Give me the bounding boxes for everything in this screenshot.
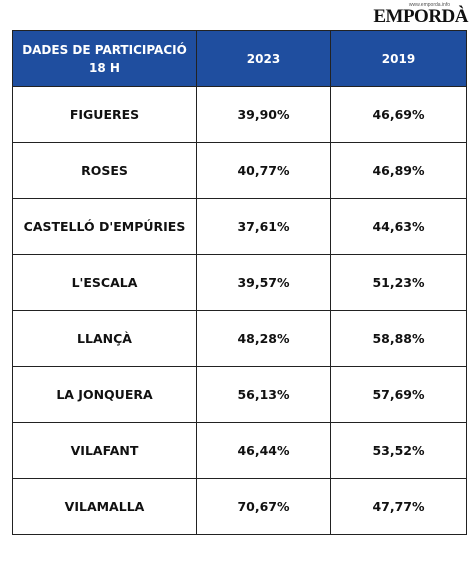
table-row: VILAMALLA 70,67% 47,77% xyxy=(12,478,467,535)
participation-value: 58,88% xyxy=(330,310,467,367)
participation-value: 44,63% xyxy=(330,198,467,255)
participation-value: 70,67% xyxy=(196,478,331,535)
participation-value: 37,61% xyxy=(196,198,331,255)
participation-value: 53,52% xyxy=(330,422,467,479)
municipality: ROSES xyxy=(12,142,197,199)
table-row: VILAFANT 46,44% 53,52% xyxy=(12,422,467,479)
logo-text: EMPORDÀ xyxy=(373,6,468,27)
municipality: LA JONQUERA xyxy=(12,366,197,423)
participation-value: 46,44% xyxy=(196,422,331,479)
table-body: FIGUERES 39,90% 46,69% ROSES 40,77% 46,89% CAS… xyxy=(12,86,467,535)
municipality: LLANÇÀ xyxy=(12,310,197,367)
participation-value: 39,57% xyxy=(196,254,331,311)
municipality: FIGUERES xyxy=(12,86,197,143)
participation-value: 39,90% xyxy=(196,86,331,143)
participation-value: 48,28% xyxy=(196,310,331,367)
participation-value: 46,69% xyxy=(330,86,467,143)
table-row: LLANÇÀ 48,28% 58,88% xyxy=(12,310,467,367)
column-header: 2023 xyxy=(196,30,331,87)
table-row: FIGUERES 39,90% 46,69% xyxy=(12,86,467,143)
table-row: LA JONQUERA 56,13% 57,69% xyxy=(12,366,467,423)
table-row: ROSES 40,77% 46,89% xyxy=(12,142,467,199)
table-row: L'ESCALA 39,57% 51,23% xyxy=(12,254,467,311)
participation-value: 51,23% xyxy=(330,254,467,311)
participation-value: 57,69% xyxy=(330,366,467,423)
logo: www.emporda.info EMPORDÀ xyxy=(373,2,468,26)
site-url: www.emporda.info xyxy=(408,2,450,8)
participation-value: 56,13% xyxy=(196,366,331,423)
municipality: L'ESCALA xyxy=(12,254,197,311)
participation-table: DADES DE PARTICIPACIÓ 18 H 2023 2019 FIGUE… xyxy=(12,30,467,535)
column-header: DADES DE PARTICIPACIÓ 18 H xyxy=(12,30,197,87)
municipality: VILAFANT xyxy=(12,422,197,479)
municipality: VILAMALLA xyxy=(12,478,197,535)
column-header: 2019 xyxy=(330,30,467,87)
header-row: DADES DE PARTICIPACIÓ 18 H 2023 2019 xyxy=(12,30,467,87)
municipality: CASTELLÓ D'EMPÚRIES xyxy=(12,198,197,255)
table-row: CASTELLÓ D'EMPÚRIES 37,61% 44,63% xyxy=(12,198,467,255)
participation-value: 46,89% xyxy=(330,142,467,199)
participation-value: 40,77% xyxy=(196,142,331,199)
participation-value: 47,77% xyxy=(330,478,467,535)
